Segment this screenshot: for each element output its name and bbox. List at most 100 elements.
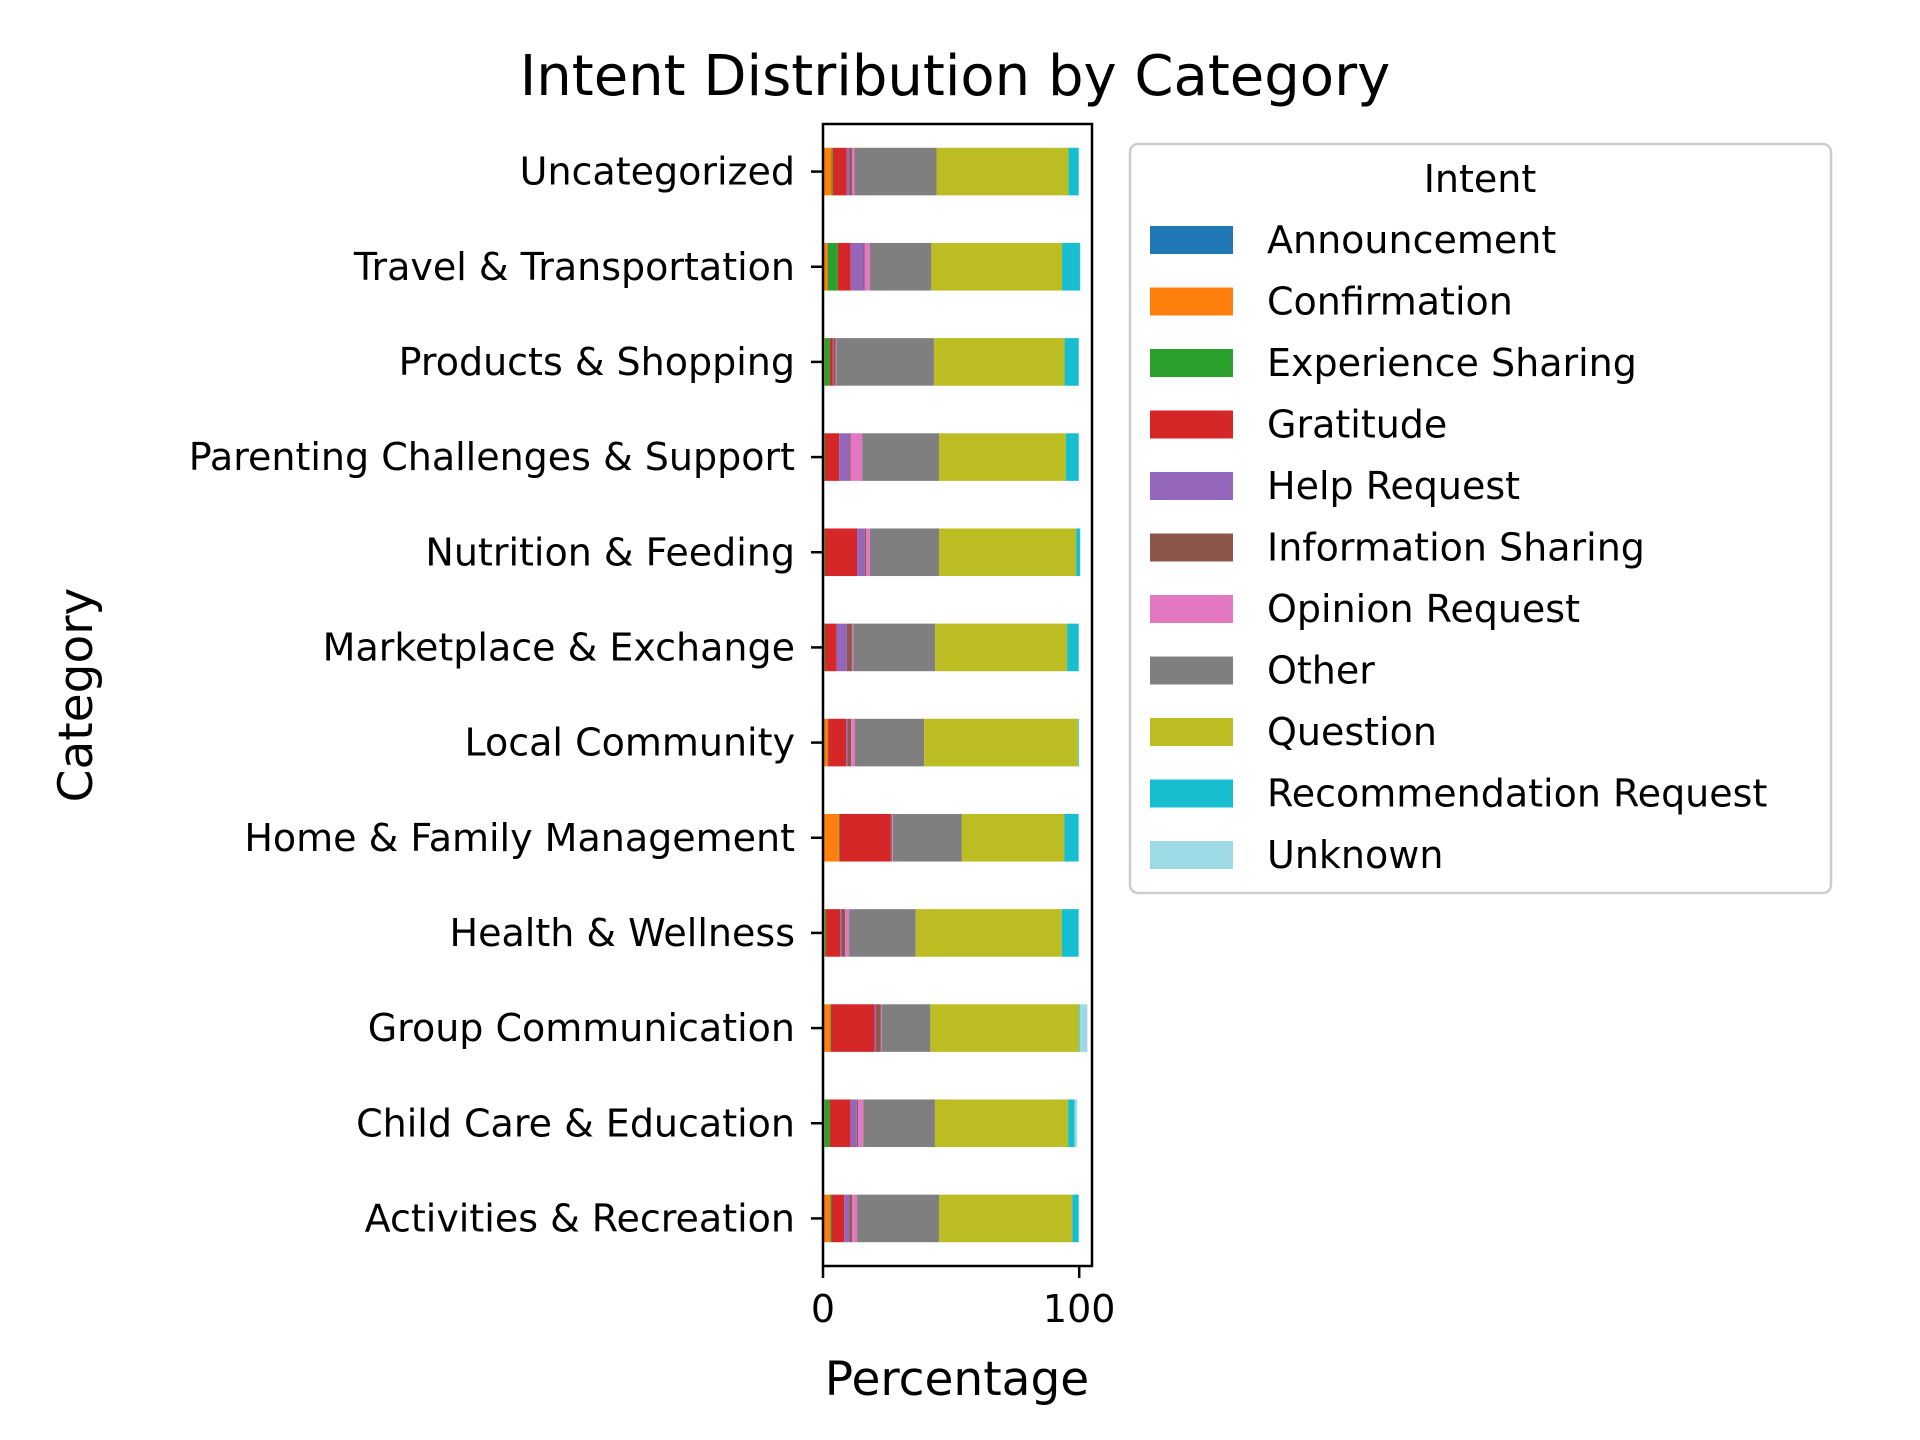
legend-label-confirmation: Confirmation: [1267, 280, 1513, 324]
bar-child-care-education-gratitude: [829, 1099, 851, 1148]
legend-label-recommendation-request: Recommendation Request: [1267, 772, 1767, 816]
bar-group-communication-question: [930, 1004, 1079, 1052]
y-tick-label: Marketplace & Exchange: [323, 625, 795, 669]
bar-activities-recreation-question: [939, 1194, 1073, 1243]
bar-group-communication-confirmation: [823, 1004, 831, 1052]
y-tick-label: Activities & Recreation: [365, 1196, 795, 1240]
bar-nutrition-feeding-gratitude: [825, 528, 858, 577]
bar-travel-transportation-gratitude: [837, 242, 851, 291]
bar-activities-recreation-other: [857, 1194, 940, 1243]
bar-parenting-challenges-support-information-sharing: [849, 433, 851, 481]
bar-group-communication-unknown: [1079, 1004, 1088, 1052]
bar-local-community-help-request: [846, 718, 848, 767]
legend-label-gratitude: Gratitude: [1267, 403, 1447, 447]
legend-swatch-unknown: [1150, 841, 1233, 869]
y-tick-label: Nutrition & Feeding: [425, 530, 795, 574]
bar-local-community-gratitude: [828, 718, 847, 767]
bar-activities-recreation-unknown: [1078, 1194, 1080, 1243]
bar-nutrition-feeding-information-sharing: [864, 528, 867, 577]
bar-marketplace-exchange-recommendation-request: [1067, 623, 1079, 672]
legend-label-announcement: Announcement: [1267, 218, 1556, 262]
bar-home-family-management-help-request: [890, 813, 892, 862]
legend-label-unknown: Unknown: [1267, 833, 1443, 877]
bar-home-family-management-opinion-request: [892, 813, 893, 862]
bar-marketplace-exchange-unknown: [1078, 623, 1080, 672]
bar-uncategorized-unknown: [1078, 147, 1080, 196]
bar-home-family-management-other: [892, 813, 962, 862]
legend-swatch-question: [1150, 718, 1233, 746]
y-tick-label: Uncategorized: [520, 150, 795, 194]
legend-swatch-recommendation-request: [1150, 779, 1233, 808]
bar-uncategorized-other: [854, 147, 937, 196]
bar-health-wellness-recommendation-request: [1061, 909, 1079, 957]
bar-activities-recreation-help-request: [844, 1194, 850, 1243]
bar-parenting-challenges-support-unknown: [1078, 433, 1080, 481]
y-axis-ticks: Activities & Recreation Child Care & Educ…: [189, 150, 823, 1240]
legend: Intent Announcement Confirmation Experienc…: [1128, 142, 1833, 895]
legend-box: [1128, 142, 1833, 895]
bar-travel-transportation-experience-sharing: [827, 242, 838, 291]
y-tick-label: Travel & Transportation: [353, 245, 795, 289]
bar-parenting-challenges-support-other: [862, 433, 940, 481]
chart-title: Intent Distribution by Category: [520, 44, 1390, 109]
bar-activities-recreation-experience-sharing: [830, 1194, 832, 1243]
bar-health-wellness-unknown: [1078, 909, 1080, 957]
bar-child-care-education-other: [863, 1099, 935, 1148]
bar-uncategorized-recommendation-request: [1068, 147, 1079, 196]
bar-local-community-information-sharing: [847, 718, 852, 767]
bar-activities-recreation-opinion-request: [851, 1194, 858, 1243]
x-tick-label: 100: [1043, 1287, 1116, 1331]
bar-travel-transportation-question: [931, 242, 1063, 291]
bar-travel-transportation-information-sharing: [863, 242, 865, 291]
bar-local-community-recommendation-request: [1077, 718, 1079, 767]
bar-uncategorized-information-sharing: [849, 147, 852, 196]
bar-products-shopping-opinion-request: [835, 338, 837, 386]
legend-label-help-request: Help Request: [1267, 464, 1520, 508]
legend-label-question: Question: [1267, 710, 1437, 754]
legend-label-experience-sharing: Experience Sharing: [1267, 341, 1637, 385]
bar-uncategorized-experience-sharing: [831, 147, 833, 196]
legend-swatch-gratitude: [1150, 410, 1233, 439]
bar-group-communication-experience-sharing: [830, 1004, 831, 1052]
bar-local-community-opinion-request: [851, 718, 856, 767]
bar-parenting-challenges-support-experience-sharing: [824, 433, 826, 481]
bar-nutrition-feeding-other: [869, 528, 940, 577]
bar-travel-transportation-other: [869, 242, 932, 291]
y-tick-label: Child Care & Education: [356, 1101, 795, 1145]
bar-nutrition-feeding-help-request: [857, 528, 865, 577]
bar-local-community-question: [924, 718, 1078, 767]
bar-marketplace-exchange-information-sharing: [846, 623, 852, 672]
plot-frame: [821, 122, 1094, 1268]
bar-nutrition-feeding-recommendation-request: [1076, 528, 1080, 577]
bar-parenting-challenges-support-help-request: [839, 433, 850, 481]
legend-swatch-experience-sharing: [1150, 349, 1233, 377]
bar-marketplace-exchange-help-request: [836, 623, 847, 672]
bar-activities-recreation-information-sharing: [849, 1194, 852, 1243]
bar-parenting-challenges-support-question: [939, 433, 1066, 481]
legend-title: Intent: [1424, 157, 1537, 201]
y-tick-label: Group Communication: [368, 1006, 795, 1050]
bar-activities-recreation-confirmation: [823, 1194, 831, 1243]
bar-local-community-confirmation: [823, 718, 828, 767]
bar-nutrition-feeding-opinion-request: [866, 528, 870, 577]
x-axis-ticks: 0 100: [811, 1266, 1116, 1331]
bar-marketplace-exchange-experience-sharing: [824, 623, 826, 672]
y-tick-label: Health & Wellness: [450, 911, 795, 955]
bar-products-shopping-recommendation-request: [1064, 338, 1079, 386]
bar-health-wellness-other: [849, 909, 916, 957]
bar-home-family-management-confirmation: [823, 813, 839, 862]
bar-marketplace-exchange-question: [935, 623, 1068, 672]
bar-child-care-education-unknown: [1074, 1099, 1078, 1148]
y-tick-label: Parenting Challenges & Support: [189, 435, 795, 479]
bar-health-wellness-opinion-request: [845, 909, 850, 957]
bar-health-wellness-gratitude: [826, 909, 841, 957]
bar-child-care-education-information-sharing: [856, 1099, 859, 1148]
bar-local-community-unknown: [1078, 718, 1080, 767]
x-tick-label: 0: [811, 1287, 835, 1331]
bar-parenting-challenges-support-opinion-request: [850, 433, 863, 481]
y-tick-label: Products & Shopping: [399, 340, 795, 384]
bar-parenting-challenges-support-recommendation-request: [1065, 433, 1079, 481]
bar-products-shopping-gratitude: [829, 338, 833, 386]
bar-marketplace-exchange-opinion-request: [851, 623, 854, 672]
y-tick-label: Home & Family Management: [244, 816, 795, 860]
